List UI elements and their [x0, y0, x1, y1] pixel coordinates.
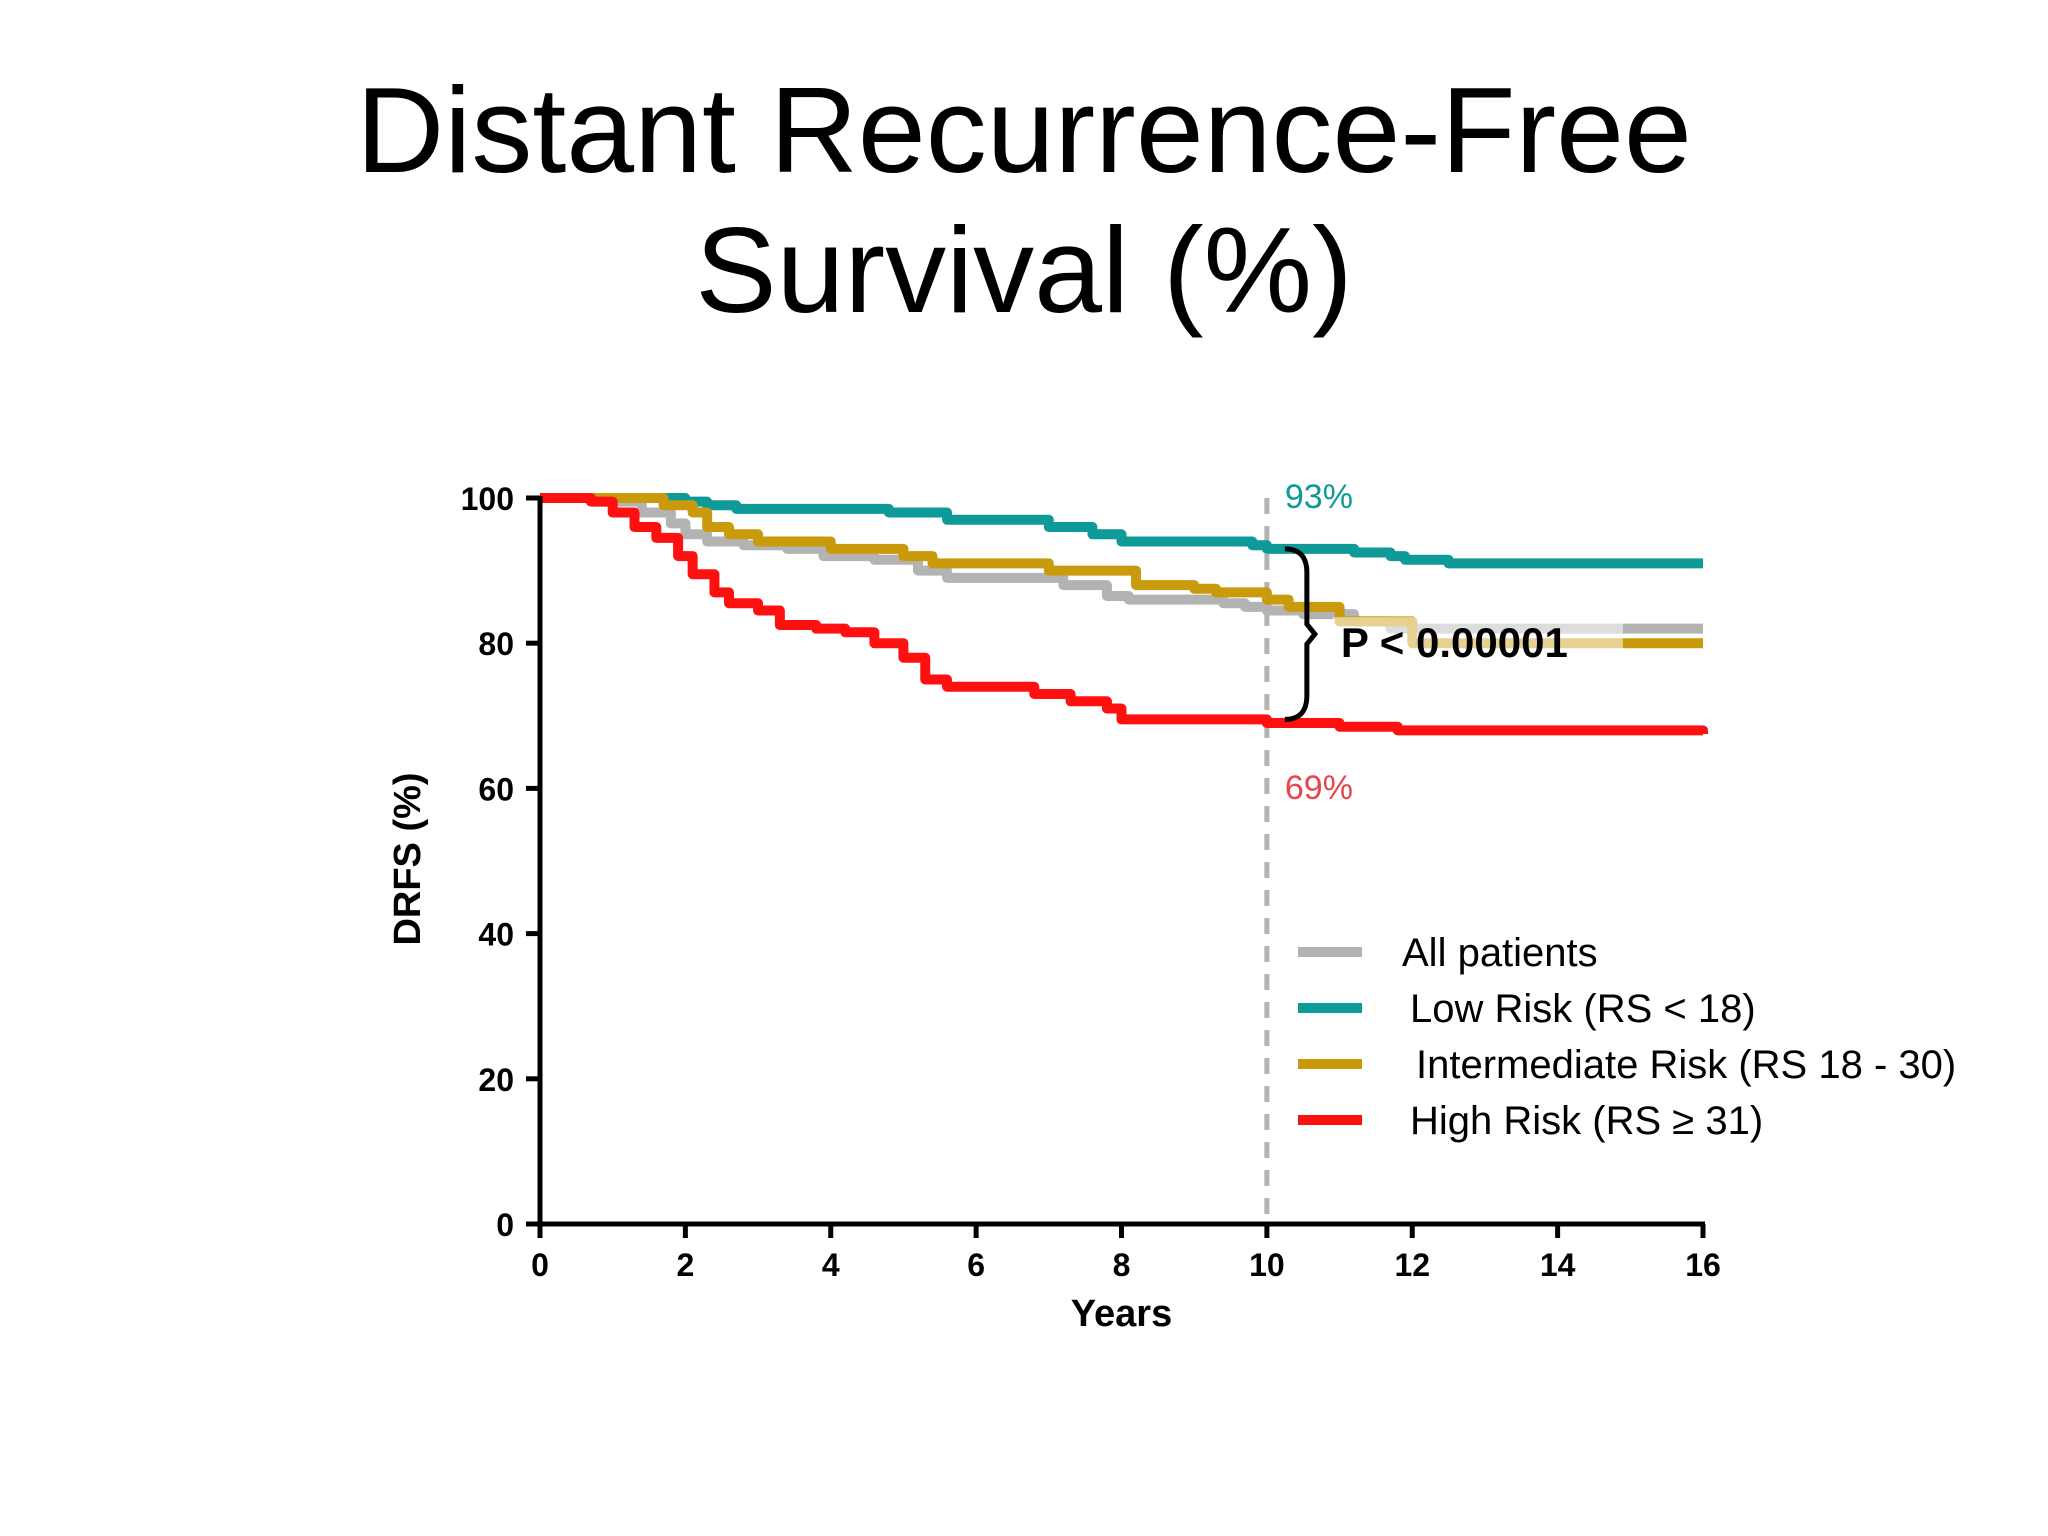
x-tick-label-10: 10	[1249, 1247, 1285, 1283]
x-tick-label-8: 8	[1113, 1247, 1131, 1283]
p-value-backdrop	[1332, 617, 1623, 670]
p-value-label: P < 0.00001	[1341, 619, 1568, 666]
y-tick-label-80: 80	[478, 626, 514, 662]
chart-title-line2: Survival (%)	[695, 202, 1353, 338]
y-tick-label-20: 20	[478, 1062, 514, 1098]
y-axis-label: DRFS (%)	[387, 772, 429, 945]
y-tick-label-60: 60	[478, 771, 514, 807]
x-tick-label-14: 14	[1540, 1247, 1576, 1283]
x-tick-label-4: 4	[822, 1247, 840, 1283]
series-line-1	[540, 493, 1703, 569]
y-tick-label-40: 40	[478, 917, 514, 953]
y-tick-label-0: 0	[496, 1207, 514, 1243]
legend-label-0: All patients	[1402, 931, 1598, 975]
x-tick-label-0: 0	[531, 1247, 549, 1283]
x-axis-label: Years	[1071, 1293, 1172, 1335]
legend-label-2: Intermediate Risk (RS 18 - 30)	[1416, 1043, 1956, 1087]
x-tick-label-2: 2	[676, 1247, 694, 1283]
series-line-3	[540, 493, 1708, 736]
chart-title: Distant Recurrence-Free Survival (%)	[0, 60, 2048, 340]
annotation-high-risk-10yr: 69%	[1285, 769, 1353, 807]
x-tick-label-6: 6	[967, 1247, 985, 1283]
series-line-0	[540, 493, 1703, 634]
legend-label-3: High Risk (RS ≥ 31)	[1410, 1099, 1763, 1143]
x-tick-label-12: 12	[1394, 1247, 1430, 1283]
annotation-low-risk-10yr: 93%	[1285, 478, 1353, 516]
y-tick-label-100: 100	[461, 481, 514, 517]
series-line-2	[540, 493, 1703, 649]
legend-label-1: Low Risk (RS < 18)	[1410, 987, 1756, 1031]
x-tick-label-16: 16	[1685, 1247, 1721, 1283]
bracket-annotation	[1284, 546, 1319, 722]
chart-title-line1: Distant Recurrence-Free	[356, 62, 1692, 198]
